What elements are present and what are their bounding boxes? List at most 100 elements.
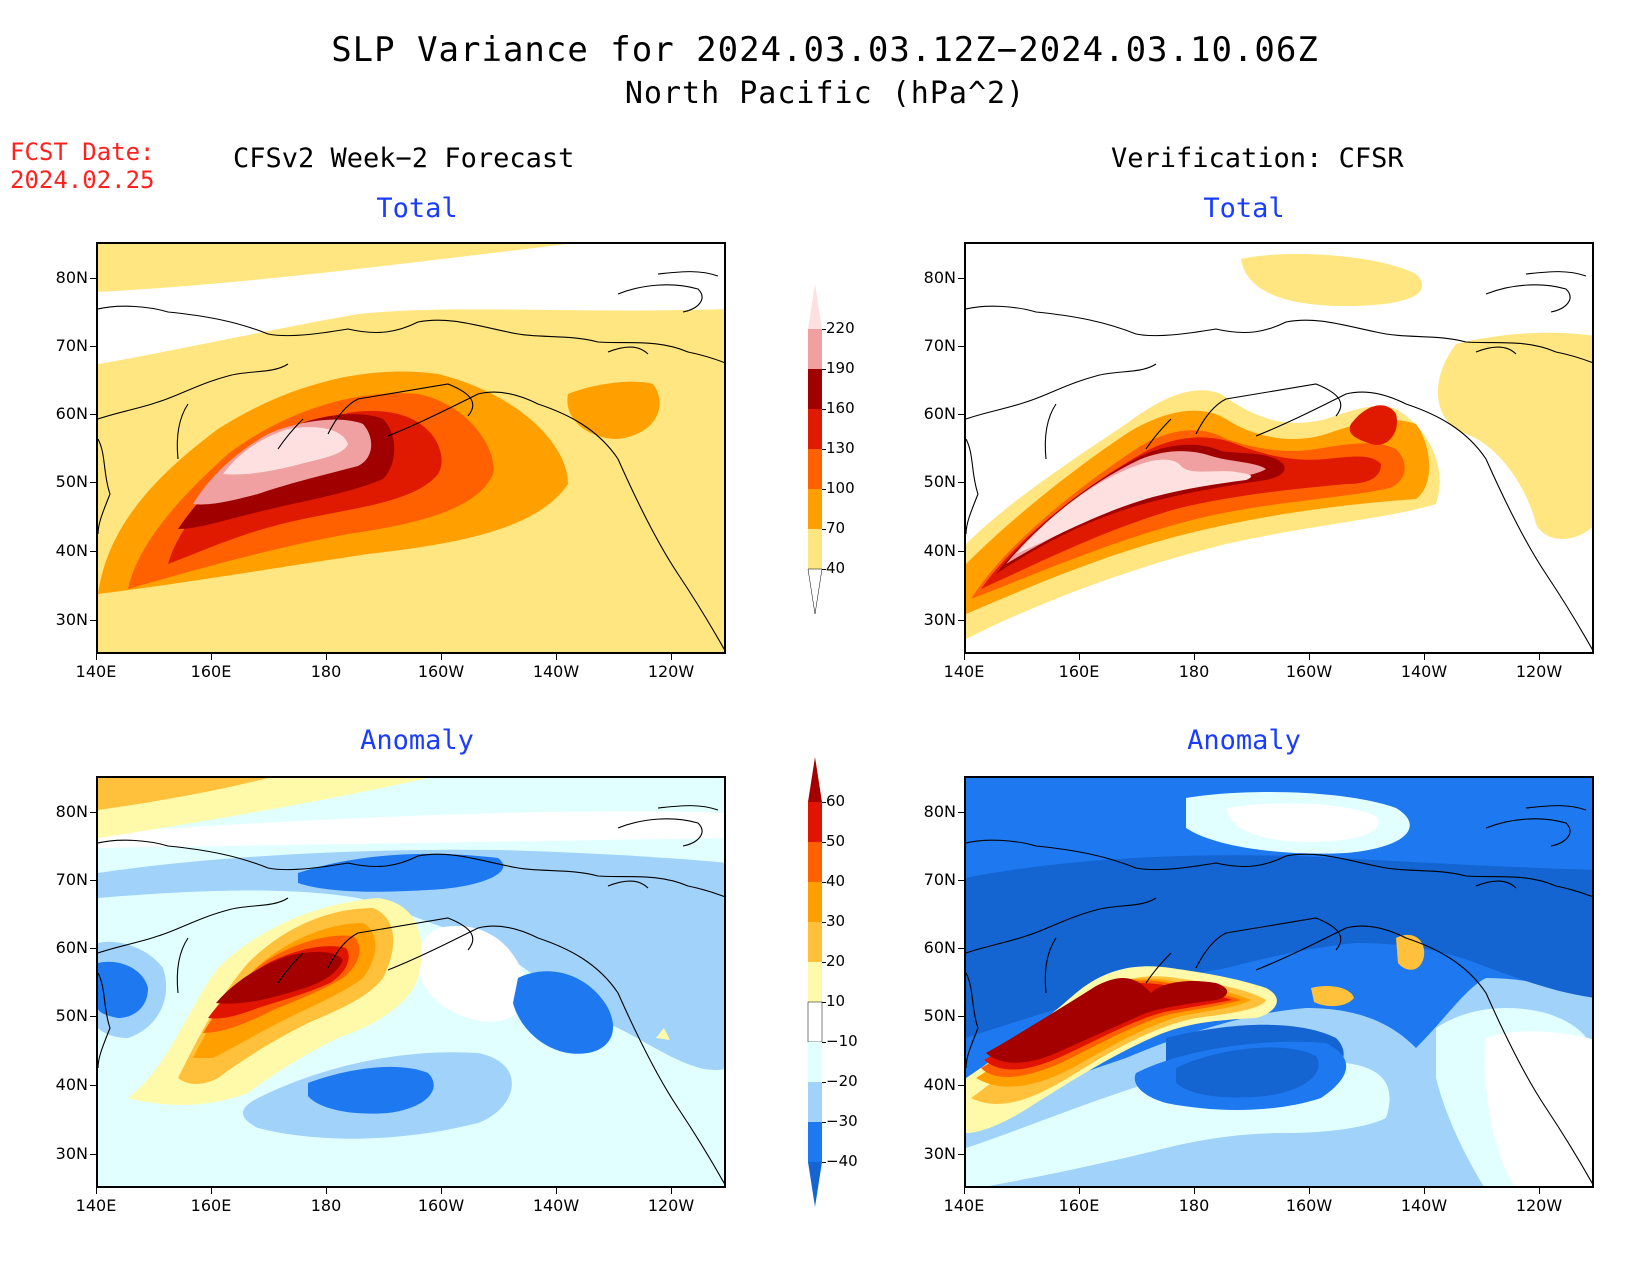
lon-label: 180 bbox=[310, 662, 342, 681]
panel-title-verification-total: Total bbox=[1203, 193, 1285, 224]
contour-white-right bbox=[1485, 1031, 1592, 1186]
lon-label: 140W bbox=[1400, 662, 1448, 681]
lat-tick bbox=[90, 880, 96, 881]
contour-pos20-top bbox=[98, 778, 268, 810]
colorbar-level-label: 70 bbox=[826, 519, 846, 537]
lat-label: 60N bbox=[923, 404, 956, 423]
lat-tick bbox=[958, 551, 964, 552]
lat-tick bbox=[958, 414, 964, 415]
contour-40-notch bbox=[98, 414, 724, 652]
lon-label: 160W bbox=[1285, 662, 1333, 681]
colorbar-tick bbox=[822, 329, 826, 330]
colorbar-swatch bbox=[807, 1001, 823, 1043]
colorbar-swatch bbox=[807, 568, 823, 614]
lat-tick bbox=[958, 346, 964, 347]
lon-tick bbox=[96, 1188, 97, 1194]
colorbar-level-label: 130 bbox=[826, 439, 855, 457]
lon-label: 140W bbox=[532, 662, 580, 681]
colorbar-tick bbox=[822, 1162, 826, 1163]
lon-label: 140E bbox=[75, 662, 117, 681]
colorbar-swatch bbox=[808, 489, 822, 529]
contour-130 bbox=[981, 437, 1381, 589]
colorbar-level-label: −40 bbox=[826, 1152, 858, 1170]
lon-tick bbox=[1424, 1188, 1425, 1194]
lat-label: 70N bbox=[923, 336, 956, 355]
colorbar-swatch bbox=[808, 329, 822, 369]
lat-label: 80N bbox=[923, 802, 956, 821]
lon-label: 140E bbox=[943, 1196, 985, 1215]
panel-title-verification-anomaly: Anomaly bbox=[1187, 725, 1301, 756]
contour-pos60 bbox=[216, 951, 343, 1004]
lat-tick bbox=[958, 1016, 964, 1017]
lat-tick bbox=[90, 551, 96, 552]
lon-label: 160E bbox=[190, 662, 232, 681]
lon-label: 140E bbox=[943, 662, 985, 681]
colorbar-swatch bbox=[808, 449, 822, 489]
lat-label: 30N bbox=[923, 610, 956, 629]
panel-title-forecast-anomaly: Anomaly bbox=[360, 725, 474, 756]
lat-tick bbox=[90, 346, 96, 347]
colorbar-swatch bbox=[808, 882, 822, 922]
colorbar-swatch bbox=[808, 284, 822, 329]
contour-neg10-white-b bbox=[418, 926, 528, 1022]
colorbar-level-label: 60 bbox=[826, 792, 846, 810]
lat-tick bbox=[958, 278, 964, 279]
lon-tick bbox=[964, 654, 965, 660]
colorbar-tick bbox=[822, 1082, 826, 1083]
lat-tick bbox=[90, 948, 96, 949]
lat-label: 60N bbox=[923, 938, 956, 957]
colorbar-swatch bbox=[808, 757, 822, 802]
lat-label: 40N bbox=[55, 1075, 88, 1094]
lon-tick bbox=[1539, 1188, 1540, 1194]
lat-label: 80N bbox=[55, 268, 88, 287]
colorbar-swatch bbox=[808, 529, 822, 569]
lon-tick bbox=[1539, 654, 1540, 660]
contour-220 bbox=[1016, 459, 1252, 554]
lat-label: 50N bbox=[55, 472, 88, 491]
lat-label: 70N bbox=[923, 870, 956, 889]
colorbar-swatch bbox=[808, 842, 822, 882]
lon-tick bbox=[1079, 1188, 1080, 1194]
colorbar-tick bbox=[822, 369, 826, 370]
forecast-date: FCST Date: 2024.02.25 bbox=[10, 138, 155, 194]
lat-tick bbox=[958, 1154, 964, 1155]
lon-label: 160E bbox=[190, 1196, 232, 1215]
colorbar-tick bbox=[822, 449, 826, 450]
lat-tick bbox=[90, 620, 96, 621]
lat-label: 50N bbox=[55, 1006, 88, 1025]
contour-220 bbox=[223, 427, 348, 475]
colorbar-swatch bbox=[808, 1042, 822, 1082]
colorbar-level-label: 40 bbox=[826, 559, 846, 577]
lat-tick bbox=[958, 482, 964, 483]
contour-40-right bbox=[1437, 332, 1592, 539]
lat-tick bbox=[90, 1085, 96, 1086]
colorbar-swatch bbox=[808, 962, 822, 1002]
lat-tick bbox=[90, 414, 96, 415]
lon-label: 160W bbox=[417, 662, 465, 681]
lat-label: 60N bbox=[55, 938, 88, 957]
lat-label: 80N bbox=[55, 802, 88, 821]
lat-label: 40N bbox=[55, 541, 88, 560]
contour-white-top-in bbox=[1226, 803, 1379, 842]
lon-label: 120W bbox=[1515, 662, 1563, 681]
lat-tick bbox=[90, 812, 96, 813]
lon-tick bbox=[1309, 654, 1310, 660]
lon-tick bbox=[556, 1188, 557, 1194]
lon-label: 160E bbox=[1058, 662, 1100, 681]
colorbar-tick bbox=[822, 529, 826, 530]
lat-tick bbox=[958, 1085, 964, 1086]
lat-label: 40N bbox=[923, 1075, 956, 1094]
lon-tick bbox=[964, 1188, 965, 1194]
contour-neg30-d bbox=[98, 961, 148, 1018]
colorbar-level-label: 160 bbox=[826, 399, 855, 417]
lat-label: 30N bbox=[923, 1144, 956, 1163]
lon-label: 160W bbox=[417, 1196, 465, 1215]
colorbar-tick bbox=[822, 922, 826, 923]
lon-tick bbox=[671, 654, 672, 660]
lon-tick bbox=[96, 654, 97, 660]
colorbar-level-label: 30 bbox=[826, 912, 846, 930]
lon-tick bbox=[1309, 1188, 1310, 1194]
main-title: SLP Variance for 2024.03.03.12Z−2024.03.… bbox=[331, 30, 1319, 70]
lon-label: 180 bbox=[310, 1196, 342, 1215]
contour-neg40 bbox=[966, 855, 1592, 1038]
